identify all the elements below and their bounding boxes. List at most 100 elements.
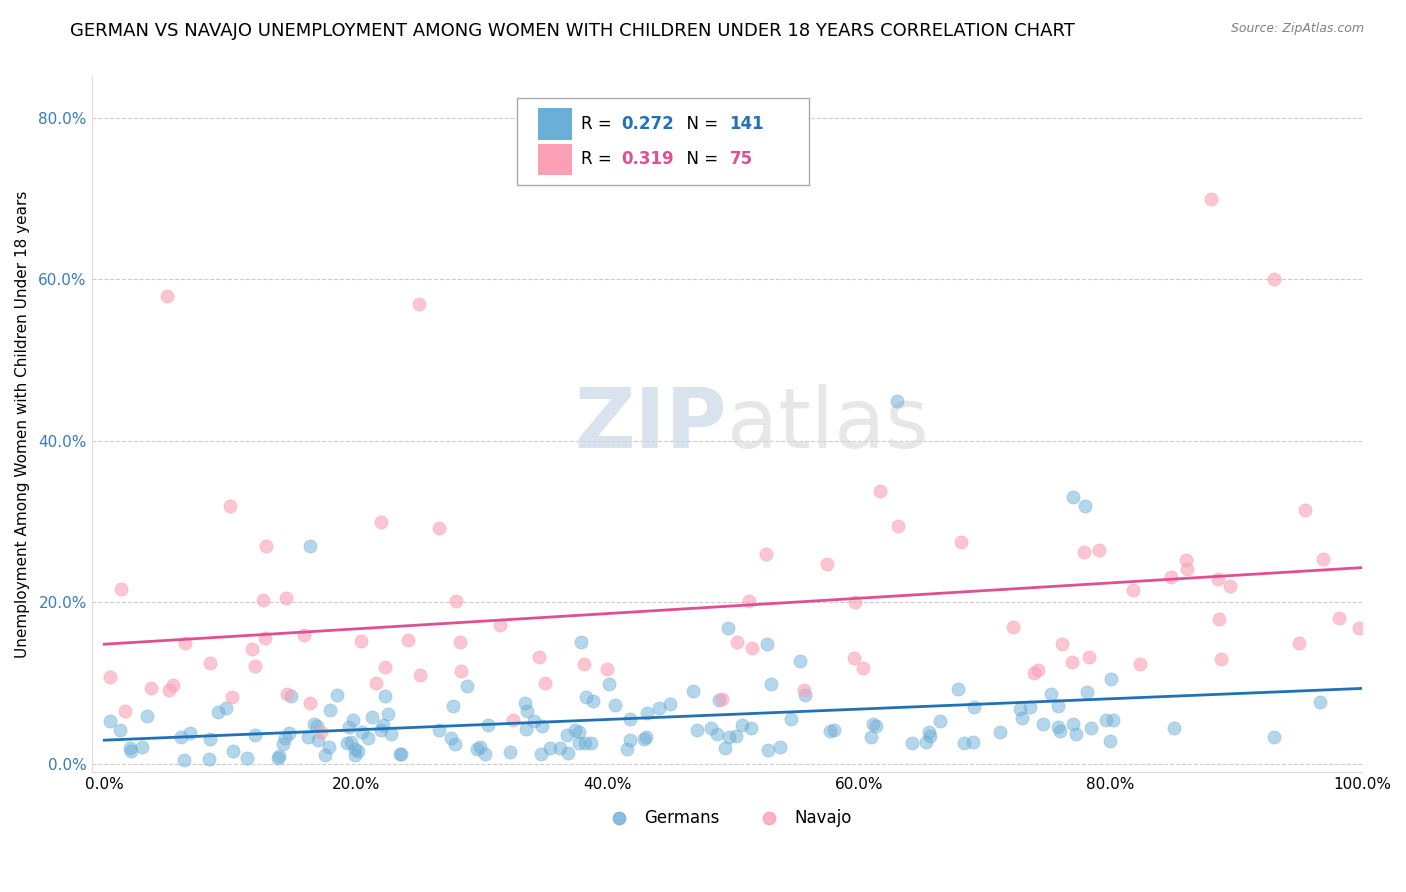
Point bbox=[297, 730, 319, 744]
FancyBboxPatch shape bbox=[537, 144, 572, 175]
Point bbox=[1062, 717, 1084, 731]
Point bbox=[346, 744, 368, 758]
Point bbox=[477, 718, 499, 732]
Point bbox=[633, 732, 655, 747]
Point bbox=[179, 725, 201, 739]
Point bbox=[769, 739, 792, 754]
Point bbox=[371, 718, 394, 732]
Point bbox=[162, 678, 184, 692]
Point bbox=[139, 681, 162, 695]
Point bbox=[465, 742, 488, 756]
Point bbox=[370, 515, 392, 529]
Point bbox=[1099, 733, 1122, 747]
Point bbox=[700, 721, 723, 735]
Point bbox=[450, 665, 472, 679]
Point bbox=[357, 731, 380, 746]
Point bbox=[1327, 611, 1350, 625]
Point bbox=[647, 701, 669, 715]
Point bbox=[474, 747, 496, 761]
Point bbox=[603, 698, 626, 712]
Point bbox=[1175, 562, 1198, 576]
Point bbox=[596, 662, 619, 676]
Point bbox=[555, 727, 578, 741]
Point bbox=[276, 687, 298, 701]
Point bbox=[755, 547, 778, 561]
Point bbox=[962, 734, 984, 748]
Point bbox=[711, 692, 734, 706]
Point bbox=[236, 750, 259, 764]
Point bbox=[427, 723, 450, 738]
Point bbox=[274, 591, 297, 606]
Point bbox=[1049, 723, 1071, 738]
Point bbox=[370, 723, 392, 737]
Point bbox=[724, 730, 747, 744]
Point bbox=[114, 704, 136, 718]
Point bbox=[568, 724, 591, 739]
Point bbox=[294, 628, 316, 642]
Point bbox=[823, 723, 845, 737]
Point bbox=[1199, 192, 1222, 206]
Point bbox=[440, 731, 463, 746]
Point bbox=[527, 650, 550, 665]
Point bbox=[1046, 699, 1069, 714]
Point bbox=[207, 705, 229, 719]
Text: 0.319: 0.319 bbox=[621, 150, 673, 169]
Point bbox=[364, 675, 387, 690]
Point bbox=[548, 740, 571, 755]
Point bbox=[1062, 491, 1084, 505]
Point bbox=[988, 725, 1011, 739]
Point bbox=[582, 694, 605, 708]
Point bbox=[717, 621, 740, 635]
Point bbox=[157, 682, 180, 697]
Point bbox=[918, 725, 941, 739]
Point bbox=[1263, 731, 1285, 745]
Point bbox=[946, 681, 969, 696]
Point bbox=[108, 723, 131, 738]
FancyBboxPatch shape bbox=[517, 98, 810, 186]
Point bbox=[277, 726, 299, 740]
Point bbox=[267, 751, 290, 765]
Point bbox=[886, 393, 908, 408]
Point bbox=[243, 728, 266, 742]
Point bbox=[1073, 545, 1095, 559]
Point bbox=[319, 703, 342, 717]
Point bbox=[1062, 655, 1084, 669]
Point bbox=[789, 654, 811, 668]
Text: R =: R = bbox=[581, 150, 617, 169]
Point bbox=[759, 677, 782, 691]
Point bbox=[815, 558, 838, 572]
Point bbox=[271, 737, 294, 751]
Point bbox=[1163, 721, 1185, 735]
Point bbox=[361, 710, 384, 724]
Point bbox=[598, 677, 620, 691]
Point bbox=[818, 723, 841, 738]
Point bbox=[780, 712, 803, 726]
Point bbox=[309, 725, 332, 739]
Point bbox=[530, 747, 553, 761]
Point bbox=[305, 718, 328, 732]
Point bbox=[170, 730, 193, 744]
Point bbox=[1050, 637, 1073, 651]
Point bbox=[686, 723, 709, 737]
Point bbox=[468, 740, 491, 755]
Point bbox=[1095, 713, 1118, 727]
Point bbox=[350, 634, 373, 648]
Point bbox=[352, 725, 374, 739]
FancyBboxPatch shape bbox=[537, 109, 572, 140]
Point bbox=[1101, 713, 1123, 727]
Text: ZIP: ZIP bbox=[574, 384, 727, 466]
Point bbox=[1175, 553, 1198, 567]
Point bbox=[326, 688, 349, 702]
Point bbox=[380, 727, 402, 741]
Point bbox=[953, 736, 976, 750]
Text: GERMAN VS NAVAJO UNEMPLOYMENT AMONG WOMEN WITH CHILDREN UNDER 18 YEARS CORRELATI: GERMAN VS NAVAJO UNEMPLOYMENT AMONG WOME… bbox=[70, 22, 1076, 40]
Point bbox=[1022, 666, 1045, 681]
Point bbox=[245, 659, 267, 673]
Point bbox=[274, 731, 297, 745]
Point bbox=[252, 592, 274, 607]
Point bbox=[929, 714, 952, 729]
Point bbox=[221, 690, 243, 705]
Point bbox=[222, 744, 245, 758]
Point bbox=[1088, 542, 1111, 557]
Text: 141: 141 bbox=[730, 115, 763, 133]
